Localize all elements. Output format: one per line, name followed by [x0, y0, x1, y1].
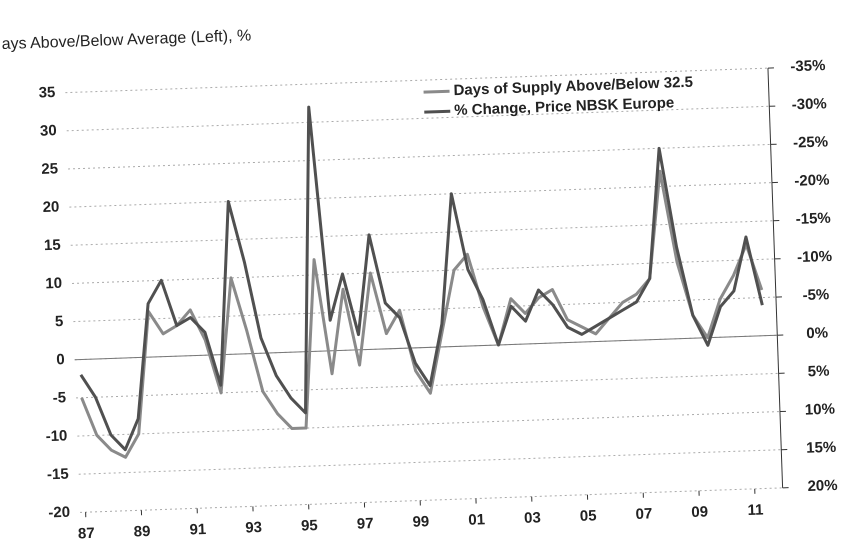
- grid-line: [68, 143, 771, 170]
- x-tick-label: 97: [357, 515, 374, 533]
- grid-line: [77, 411, 780, 437]
- grid-line: [70, 220, 774, 246]
- y2-tick-label: 10%: [805, 401, 836, 419]
- y-tick-label: 35: [38, 84, 55, 102]
- x-tick-label: 03: [524, 509, 541, 527]
- y-tick-label: -10: [45, 427, 67, 445]
- grid-line: [73, 296, 776, 323]
- y2-tick-label: -10%: [797, 248, 833, 266]
- grid-line: [72, 258, 775, 284]
- y-tick-label: 0: [56, 351, 65, 368]
- y-tick-label: 30: [40, 122, 57, 140]
- y-tick-label: 10: [45, 275, 62, 293]
- y-tick-label: -5: [52, 389, 66, 406]
- x-tick-label: 89: [133, 523, 150, 541]
- y2-tick-label: 0%: [806, 324, 828, 342]
- y2-tick-label: 15%: [806, 439, 837, 457]
- y2-tick-label: -5%: [802, 286, 829, 304]
- y2-tick-label: -35%: [790, 57, 826, 75]
- y2-axis: [767, 68, 784, 488]
- y2-tick-label: -20%: [794, 172, 830, 190]
- y2-tick-label: -15%: [795, 210, 831, 228]
- y-tick-label: -15: [47, 466, 69, 484]
- x-tick-label: 87: [78, 525, 95, 543]
- series-line: [80, 169, 764, 459]
- y2-tick-label: 20%: [807, 477, 838, 495]
- x-tick-label: 09: [691, 503, 708, 521]
- x-tick-label: 99: [412, 513, 429, 531]
- legend-label: % Change, Price NBSK Europe: [454, 94, 675, 119]
- y-tick-label: 5: [55, 313, 64, 330]
- legend-swatch: [424, 109, 451, 114]
- y2-tick-label: -30%: [791, 95, 827, 113]
- x-tick-label: 91: [189, 521, 206, 539]
- y2-tick-label: 5%: [807, 363, 829, 381]
- grid-line: [78, 449, 782, 475]
- x-tick-label: 01: [468, 511, 485, 529]
- series-line: [79, 105, 764, 452]
- zero-line: [74, 334, 778, 361]
- legend-swatch: [423, 89, 450, 94]
- x-tick-label: 93: [245, 519, 262, 537]
- y-tick-label: -20: [48, 504, 70, 522]
- grid-line: [65, 67, 768, 94]
- grid-line: [76, 372, 779, 399]
- y-tick-label: 20: [42, 198, 59, 216]
- chart-title: ays Above/Below Average (Left), %: [1, 27, 251, 53]
- y-tick-label: 25: [41, 160, 58, 178]
- x-tick-label: 11: [747, 502, 763, 520]
- x-tick-label: 07: [635, 505, 652, 523]
- x-tick-label: 05: [580, 507, 597, 525]
- grid-line: [80, 487, 783, 513]
- y2-tick-label: -25%: [793, 133, 829, 151]
- y-tick-label: 15: [44, 237, 61, 255]
- plot: ays Above/Below Average (Left), % -20 -15…: [1, 27, 838, 543]
- x-tick-label: 95: [301, 517, 318, 535]
- grid-line: [66, 105, 770, 132]
